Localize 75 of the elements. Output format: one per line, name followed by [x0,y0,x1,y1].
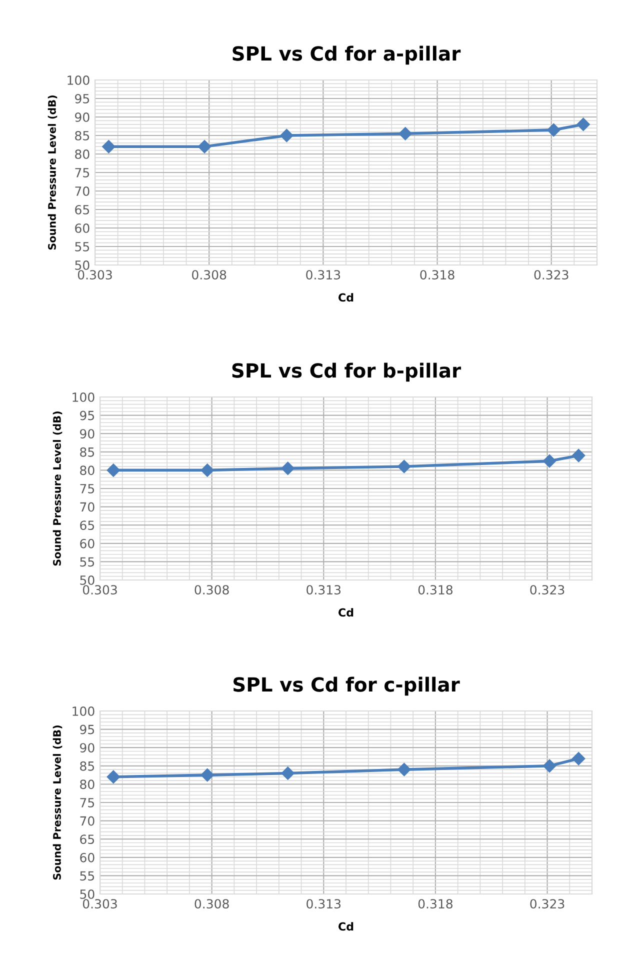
y-tick-label: 65 [80,520,94,530]
y-tick-label: 80 [80,780,94,790]
chart-title: SPL vs Cd for a-pillar [232,46,461,65]
y-tick-label: 60 [80,538,94,548]
y-axis-title: Sound Pressure Level (dB) [52,726,62,880]
x-tick-label: 0.308 [194,585,229,595]
y-tick-label: 55 [75,242,90,252]
y-tick-label: 60 [75,223,90,233]
y-tick-label: 85 [80,447,94,457]
x-tick-label: 0.308 [194,899,229,909]
y-axis-title: Sound Pressure Level (dB) [48,96,58,250]
x-tick-label: 0.313 [306,585,341,595]
y-tick-label: 95 [75,94,90,104]
y-tick-label: 80 [80,466,94,476]
y-tick-label: 100 [72,392,94,402]
point [547,123,560,137]
point [542,454,556,468]
y-tick-label: 100 [68,75,90,85]
y-tick-label: 100 [72,706,94,716]
point [281,462,294,475]
x-tick-label: 0.313 [306,270,340,280]
y-tick-label: 70 [80,816,94,826]
x-tick-label: 0.303 [78,270,112,280]
y-axis-title: Sound Pressure Level (dB) [52,412,62,566]
y-tick-label: 90 [75,112,90,122]
x-tick-label: 0.303 [82,585,117,595]
point [106,464,120,477]
y-tick-label: 55 [80,557,94,567]
point [281,766,294,780]
y-tick-label: 90 [80,429,94,439]
x-axis-title: Cd [338,608,354,617]
point [102,140,116,154]
y-tick-label: 70 [75,186,90,196]
point [398,460,411,474]
x-tick-label: 0.318 [420,270,454,280]
y-tick-label: 70 [80,502,94,512]
x-tick-label: 0.323 [530,899,564,909]
x-tick-label: 0.318 [418,899,452,909]
y-tick-label: 85 [80,761,94,771]
y-tick-label: 50 [75,260,90,270]
point [280,128,294,142]
point [398,762,411,776]
point [572,448,586,462]
point [576,118,590,131]
y-tick-label: 90 [80,743,94,753]
point [200,768,214,782]
y-tick-label: 65 [80,834,94,844]
point [398,127,412,140]
point [542,759,556,772]
y-tick-label: 80 [75,149,90,159]
y-tick-label: 55 [80,871,94,881]
y-tick-label: 75 [80,798,94,808]
y-tick-label: 75 [75,168,90,178]
x-axis-title: Cd [338,922,354,931]
x-axis-title: Cd [338,293,354,302]
point [198,140,212,154]
x-tick-label: 0.323 [534,270,568,280]
y-tick-label: 50 [80,575,94,585]
x-tick-label: 0.323 [530,585,564,595]
y-tick-label: 75 [80,484,94,494]
y-tick-label: 65 [75,204,90,214]
x-tick-label: 0.318 [418,585,452,595]
y-tick-label: 95 [80,410,94,420]
y-tick-label: 95 [80,724,94,734]
x-tick-label: 0.313 [306,899,341,909]
point [572,752,586,766]
y-tick-label: 50 [80,889,94,899]
x-tick-label: 0.303 [82,899,117,909]
y-tick-label: 85 [75,130,90,140]
chart-title: SPL vs Cd for b-pillar [232,362,462,382]
chart-title: SPL vs Cd for c-pillar [234,676,460,696]
y-tick-label: 60 [80,852,94,862]
x-tick-label: 0.308 [192,270,226,280]
point [106,770,120,784]
point [200,464,214,477]
